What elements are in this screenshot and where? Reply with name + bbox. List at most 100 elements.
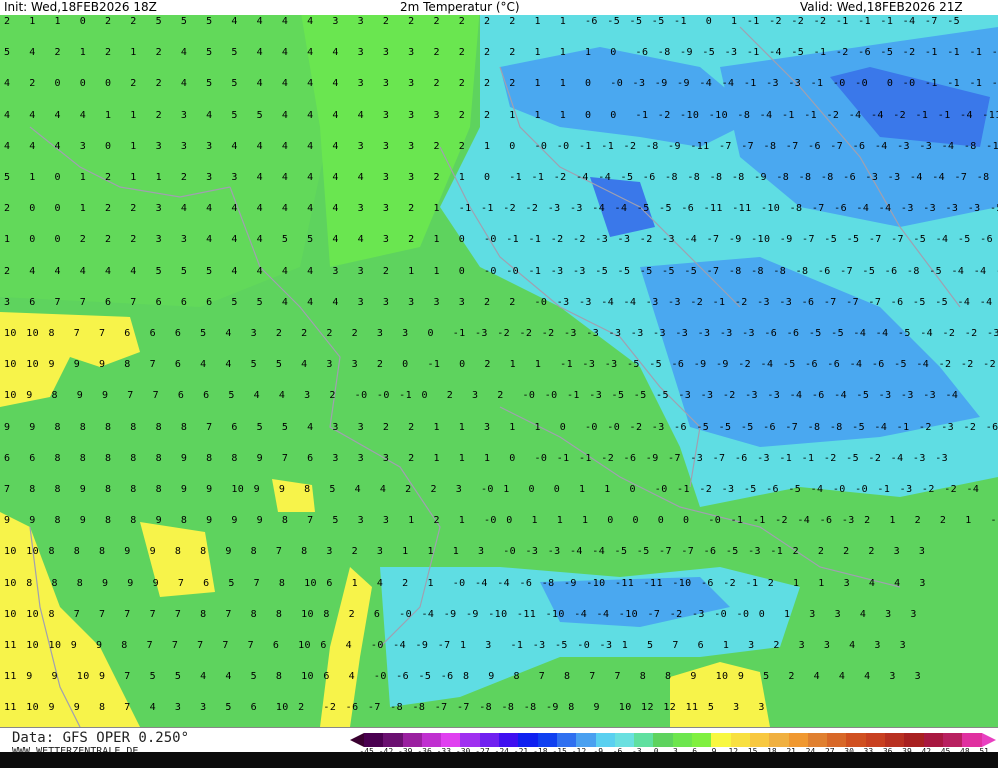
scale-tick-label: -30 xyxy=(453,747,472,756)
field-dark-blue-ne xyxy=(830,67,990,147)
scale-tick-label: 39 xyxy=(897,747,916,756)
value-row: 3 6 7 7 6 7 6 6 6 5 5 4 4 4 3 3 3 3 3 2 … xyxy=(4,296,998,308)
data-source: Data: GFS OPER 0.250° xyxy=(12,730,190,746)
field-yellow-west xyxy=(0,312,140,407)
value-row: 11 10 10 9 9 8 7 7 7 7 7 6 10 6 4 -0 -4 … xyxy=(4,640,907,651)
scale-tick-label: -24 xyxy=(492,747,511,756)
scale-swatch xyxy=(865,733,886,747)
scale-tick-label: 27 xyxy=(820,747,839,756)
country-borders xyxy=(29,26,961,727)
scale-swatch xyxy=(749,733,770,747)
scale-swatch xyxy=(846,733,866,747)
scale-tick-label: 42 xyxy=(917,747,936,756)
scale-tick-label: -36 xyxy=(415,747,434,756)
scale-swatch xyxy=(923,733,943,747)
value-row: 11 9 9 10 9 7 5 5 4 4 5 8 10 6 4 -0 -6 -… xyxy=(4,671,922,683)
scale-swatch xyxy=(634,733,654,747)
scale-swatch xyxy=(653,733,673,747)
value-row: 4 4 4 3 0 1 3 3 3 4 4 4 4 4 3 3 3 2 2 1 … xyxy=(4,140,998,152)
value-row: 10 10 8 8 8 9 9 8 8 9 8 7 8 3 2 3 1 1 1 … xyxy=(4,546,926,558)
scale-tick-label: -3 xyxy=(627,747,646,756)
value-row: 2 1 1 0 2 2 5 5 5 4 4 4 4 3 3 2 2 2 2 2 … xyxy=(4,16,961,27)
scale-tick-label: 15 xyxy=(743,747,762,756)
scale-swatch xyxy=(595,733,615,747)
scale-swatch xyxy=(479,733,500,747)
init-time: Init: Wed,18FEB2026 18Z xyxy=(4,0,157,14)
field-blue-south xyxy=(540,577,730,627)
map-header: Init: Wed,18FEB2026 18Z 2m Temperatur (°… xyxy=(0,0,998,15)
scale-tick-label: 21 xyxy=(782,747,801,756)
value-row: 10 8 8 8 9 9 9 7 6 5 7 8 10 6 1 4 2 1 -0… xyxy=(4,577,926,589)
scale-tick-label: 6 xyxy=(685,747,704,756)
scale-swatch xyxy=(692,733,712,747)
scale-swatch xyxy=(421,733,442,747)
value-row: 4 2 0 0 0 2 2 4 5 5 4 4 4 4 3 3 3 2 2 2 … xyxy=(4,78,998,90)
scale-max-arrow xyxy=(981,733,996,747)
temperature-map: 2 1 1 0 2 2 5 5 5 4 4 4 4 3 3 2 2 2 2 2 … xyxy=(0,15,998,727)
scale-swatch xyxy=(730,733,750,747)
scale-tick-label: -12 xyxy=(569,747,588,756)
color-scale xyxy=(350,733,996,747)
temperature-field xyxy=(0,15,998,727)
scale-tick-label: -15 xyxy=(550,747,569,756)
value-row: 5 4 2 1 2 1 2 4 5 5 4 4 4 4 3 3 3 2 2 2 … xyxy=(4,47,998,59)
scale-swatch xyxy=(788,733,808,747)
value-row: 9 9 8 9 8 8 9 8 9 9 9 8 7 5 3 3 1 2 1 -0… xyxy=(4,515,998,527)
bottom-bar xyxy=(0,752,998,768)
scale-tick-label: 33 xyxy=(859,747,878,756)
scale-tick-label: -6 xyxy=(608,747,627,756)
scale-swatch xyxy=(518,733,538,747)
value-row: 7 8 8 9 8 8 8 9 9 10 9 9 8 5 4 4 2 2 3 -… xyxy=(4,484,980,495)
scale-tick-label: 18 xyxy=(762,747,781,756)
scale-tick-label: 36 xyxy=(878,747,897,756)
value-row: 4 4 4 4 1 1 2 3 4 5 5 4 4 4 4 3 3 3 2 2 … xyxy=(4,109,998,121)
field-bright-green xyxy=(301,15,480,267)
scale-tick-label: -42 xyxy=(376,747,395,756)
scale-swatch xyxy=(383,733,403,747)
scale-tick-label: 12 xyxy=(724,747,743,756)
value-row: 5 1 0 1 2 1 1 2 3 3 4 4 4 4 4 3 3 2 1 0 … xyxy=(4,172,998,183)
value-row: 2 4 4 4 4 4 5 5 5 4 4 4 4 3 3 2 1 1 0 -0… xyxy=(4,265,998,277)
scale-tick-label: -9 xyxy=(589,747,608,756)
value-row: 11 10 9 9 8 7 4 3 3 5 6 10 2 -2 -6 -7 -8… xyxy=(4,702,765,714)
scale-swatch xyxy=(769,733,789,747)
value-row: 9 9 8 8 8 8 8 8 7 6 5 5 4 3 3 2 2 1 1 3 … xyxy=(4,421,998,433)
valid-time: Valid: Wed,18FEB2026 21Z xyxy=(800,0,963,14)
scale-swatch xyxy=(885,733,905,747)
scale-tick-label: -33 xyxy=(434,747,453,756)
value-row: 10 10 8 7 7 6 6 6 5 4 3 2 2 2 2 3 3 0 -1… xyxy=(4,328,998,339)
scale-swatch xyxy=(942,733,963,747)
scale-swatch xyxy=(962,733,982,747)
scale-swatch xyxy=(402,733,422,747)
field-blue-east xyxy=(640,257,980,447)
scale-swatch xyxy=(807,733,828,747)
field-yellow-southeast xyxy=(670,662,770,727)
value-row: 10 10 9 9 9 8 7 6 4 4 5 5 4 3 3 2 0 -1 0… xyxy=(4,359,998,371)
scale-swatch xyxy=(576,733,596,747)
scale-swatch xyxy=(537,733,557,747)
field-dark-blue-center xyxy=(590,177,655,237)
value-row: 6 6 8 8 8 8 8 9 8 8 9 7 6 3 3 3 2 1 1 1 … xyxy=(4,452,949,464)
scale-swatch xyxy=(441,733,461,747)
value-row: 2 0 0 1 2 2 3 4 4 4 4 4 4 4 3 3 2 1 -1 -… xyxy=(4,203,998,215)
scale-tick-label: 48 xyxy=(955,747,974,756)
scale-swatch xyxy=(827,733,847,747)
scale-swatch xyxy=(499,733,519,747)
website-link[interactable]: WWW.WETTERZENTRALE.DE xyxy=(12,746,138,757)
field-yellow-small xyxy=(272,479,315,512)
scale-tick-label: 3 xyxy=(666,747,685,756)
scale-tick-label: 9 xyxy=(704,747,723,756)
map-title: 2m Temperatur (°C) xyxy=(400,0,520,14)
field-blue-north xyxy=(500,47,760,147)
scale-tick-label: 24 xyxy=(801,747,820,756)
map-footer: Data: GFS OPER 0.250° WWW.WETTERZENTRALE… xyxy=(0,727,998,757)
scale-tick-label: -27 xyxy=(473,747,492,756)
scale-swatch xyxy=(711,733,731,747)
field-green-west xyxy=(0,15,330,307)
color-scale-ticks: -45-42-39-36-33-30-27-24-21-18-15-12-9-6… xyxy=(357,747,994,756)
field-yellow-south xyxy=(320,567,372,727)
scale-tick-label: -39 xyxy=(396,747,415,756)
scale-swatch xyxy=(904,733,924,747)
scale-swatch xyxy=(556,733,577,747)
value-row: 1 0 0 2 2 2 3 3 4 4 4 5 5 4 4 3 2 1 0 -0… xyxy=(4,234,998,246)
